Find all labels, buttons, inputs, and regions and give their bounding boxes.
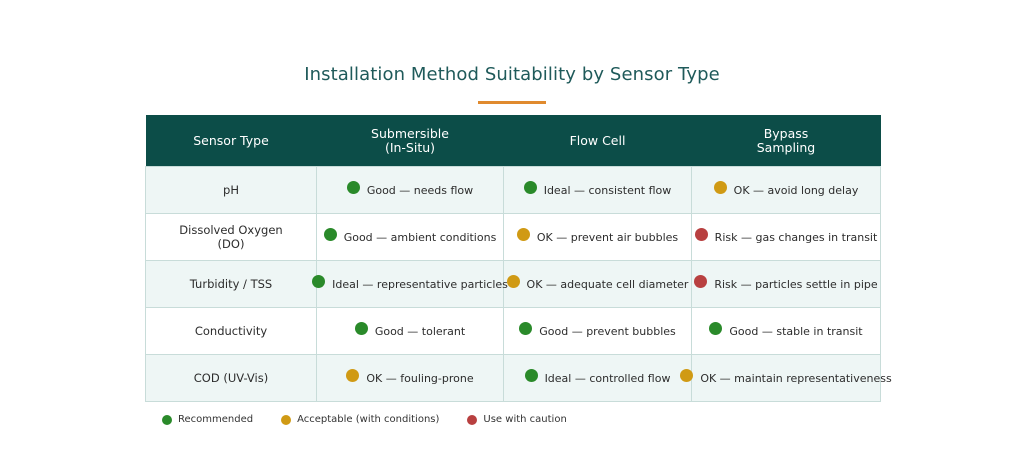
status-green-icon (709, 321, 723, 335)
table-row: Conductivity Good — tolerant Good — prev… (145, 307, 881, 355)
table-header-row: Sensor Type Submersible (In-Situ) Flow Ce… (145, 115, 881, 167)
header-bypass-sampling: Bypass Sampling (691, 115, 881, 167)
title-underline (478, 101, 546, 104)
sensor-name-cell: pH (145, 166, 317, 214)
flow-cell-cell: Ideal — controlled flow (503, 354, 692, 402)
bypass-cell: OK — maintain representativeness (680, 354, 892, 402)
status-green-icon (312, 274, 326, 288)
legend-item-recommended: Recommended (162, 414, 253, 425)
bypass-cell: Good — stable in transit (691, 307, 881, 355)
legend: Recommended Acceptable (with conditions)… (162, 414, 595, 425)
table-row: COD (UV-Vis) OK — fouling-prone Ideal — … (145, 354, 892, 402)
bypass-cell: OK — avoid long delay (691, 166, 881, 214)
status-green-icon (346, 180, 360, 194)
status-amber-icon (680, 368, 694, 382)
page-title: Installation Method Suitability by Senso… (304, 64, 720, 85)
sensor-name-cell: Turbidity / TSS (145, 260, 317, 308)
header-sensor-type: Sensor Type (145, 115, 317, 167)
status-amber-icon (506, 274, 520, 288)
sensor-name-cell: COD (UV-Vis) (145, 354, 317, 402)
legend-green-icon (162, 414, 172, 425)
status-green-icon (524, 368, 538, 382)
status-green-icon (523, 180, 537, 194)
submersible-cell: Good — ambient conditions (316, 213, 504, 261)
legend-red-icon (467, 414, 478, 425)
legend-label: Recommended (178, 414, 254, 425)
status-red-icon (694, 274, 708, 288)
header-submersible: Submersible (In-Situ) (316, 115, 504, 167)
status-amber-icon (346, 368, 360, 382)
status-green-icon (519, 321, 533, 335)
legend-label: Acceptable (with conditions) (297, 414, 440, 425)
sensor-name-cell: Dissolved Oxygen (DO) (145, 213, 317, 261)
table-row: Turbidity / TSS Ideal — representative p… (145, 260, 881, 308)
suitability-table: Sensor Type Submersible (In-Situ) Flow Ce… (145, 115, 892, 402)
table-row: pH Good — needs flow Ideal — consistent … (145, 166, 881, 214)
legend-amber-icon (281, 414, 292, 425)
flow-cell-cell: Good — prevent bubbles (503, 307, 692, 355)
legend-item-acceptable: Acceptable (with conditions) (281, 414, 439, 425)
table-row: Dissolved Oxygen (DO) Good — ambient cond… (145, 213, 881, 261)
status-amber-icon (713, 180, 727, 194)
flow-cell-cell: OK — adequate cell diameter (503, 260, 692, 308)
bypass-cell: Risk — gas changes in transit (691, 213, 881, 261)
submersible-cell: Ideal — representative particles (312, 260, 508, 308)
legend-label: Use with caution (483, 414, 567, 425)
flow-cell-cell: Ideal — consistent flow (503, 166, 692, 214)
status-green-icon (323, 227, 337, 241)
bypass-cell: Risk — particles settle in pipe (691, 260, 881, 308)
status-green-icon (354, 321, 368, 335)
sensor-name-cell: Conductivity (145, 307, 317, 355)
legend-item-caution: Use with caution (467, 414, 567, 425)
submersible-cell: Good — needs flow (316, 166, 504, 214)
submersible-cell: Good — tolerant (316, 307, 504, 355)
header-flow-cell: Flow Cell (503, 115, 692, 167)
flow-cell-cell: OK — prevent air bubbles (503, 213, 692, 261)
status-red-icon (694, 227, 708, 241)
status-amber-icon (516, 227, 530, 241)
submersible-cell: OK — fouling-prone (316, 354, 504, 402)
